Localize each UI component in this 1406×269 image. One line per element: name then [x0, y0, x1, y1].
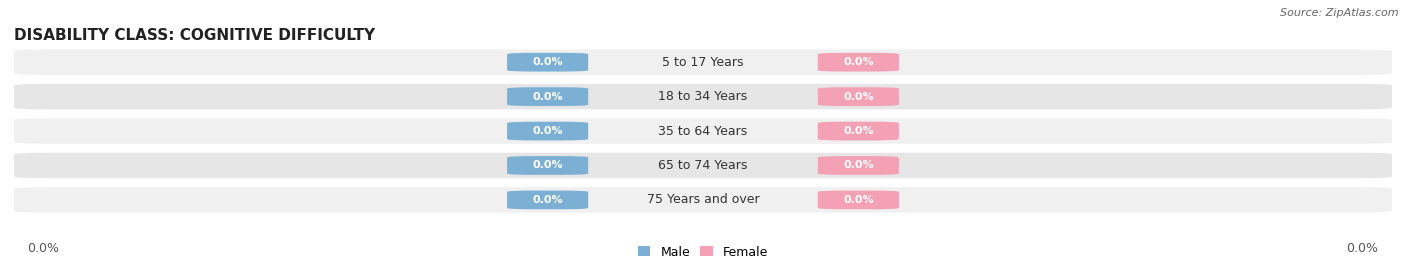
- FancyBboxPatch shape: [508, 87, 588, 106]
- FancyBboxPatch shape: [818, 122, 898, 140]
- Text: 0.0%: 0.0%: [844, 92, 873, 102]
- FancyBboxPatch shape: [508, 122, 588, 140]
- FancyBboxPatch shape: [818, 87, 898, 106]
- Text: 18 to 34 Years: 18 to 34 Years: [658, 90, 748, 103]
- Text: 0.0%: 0.0%: [844, 57, 873, 67]
- FancyBboxPatch shape: [818, 53, 898, 72]
- FancyBboxPatch shape: [14, 153, 1392, 178]
- FancyBboxPatch shape: [14, 118, 1392, 144]
- Text: 65 to 74 Years: 65 to 74 Years: [658, 159, 748, 172]
- Text: 0.0%: 0.0%: [844, 161, 873, 171]
- FancyBboxPatch shape: [818, 190, 898, 209]
- Text: 0.0%: 0.0%: [28, 242, 59, 254]
- Text: 0.0%: 0.0%: [533, 126, 562, 136]
- FancyBboxPatch shape: [508, 156, 588, 175]
- Text: 0.0%: 0.0%: [1347, 242, 1378, 254]
- FancyBboxPatch shape: [508, 190, 588, 209]
- Text: 0.0%: 0.0%: [533, 195, 562, 205]
- FancyBboxPatch shape: [818, 156, 898, 175]
- Text: DISABILITY CLASS: COGNITIVE DIFFICULTY: DISABILITY CLASS: COGNITIVE DIFFICULTY: [14, 28, 375, 43]
- Text: 0.0%: 0.0%: [533, 161, 562, 171]
- Text: 0.0%: 0.0%: [844, 195, 873, 205]
- Text: Source: ZipAtlas.com: Source: ZipAtlas.com: [1281, 8, 1399, 18]
- Text: 0.0%: 0.0%: [844, 126, 873, 136]
- Text: 35 to 64 Years: 35 to 64 Years: [658, 125, 748, 137]
- FancyBboxPatch shape: [508, 53, 588, 72]
- Text: 75 Years and over: 75 Years and over: [647, 193, 759, 206]
- Text: 5 to 17 Years: 5 to 17 Years: [662, 56, 744, 69]
- Text: 0.0%: 0.0%: [533, 92, 562, 102]
- FancyBboxPatch shape: [14, 49, 1392, 75]
- Legend: Male, Female: Male, Female: [633, 240, 773, 264]
- FancyBboxPatch shape: [14, 84, 1392, 109]
- FancyBboxPatch shape: [14, 187, 1392, 213]
- Text: 0.0%: 0.0%: [533, 57, 562, 67]
